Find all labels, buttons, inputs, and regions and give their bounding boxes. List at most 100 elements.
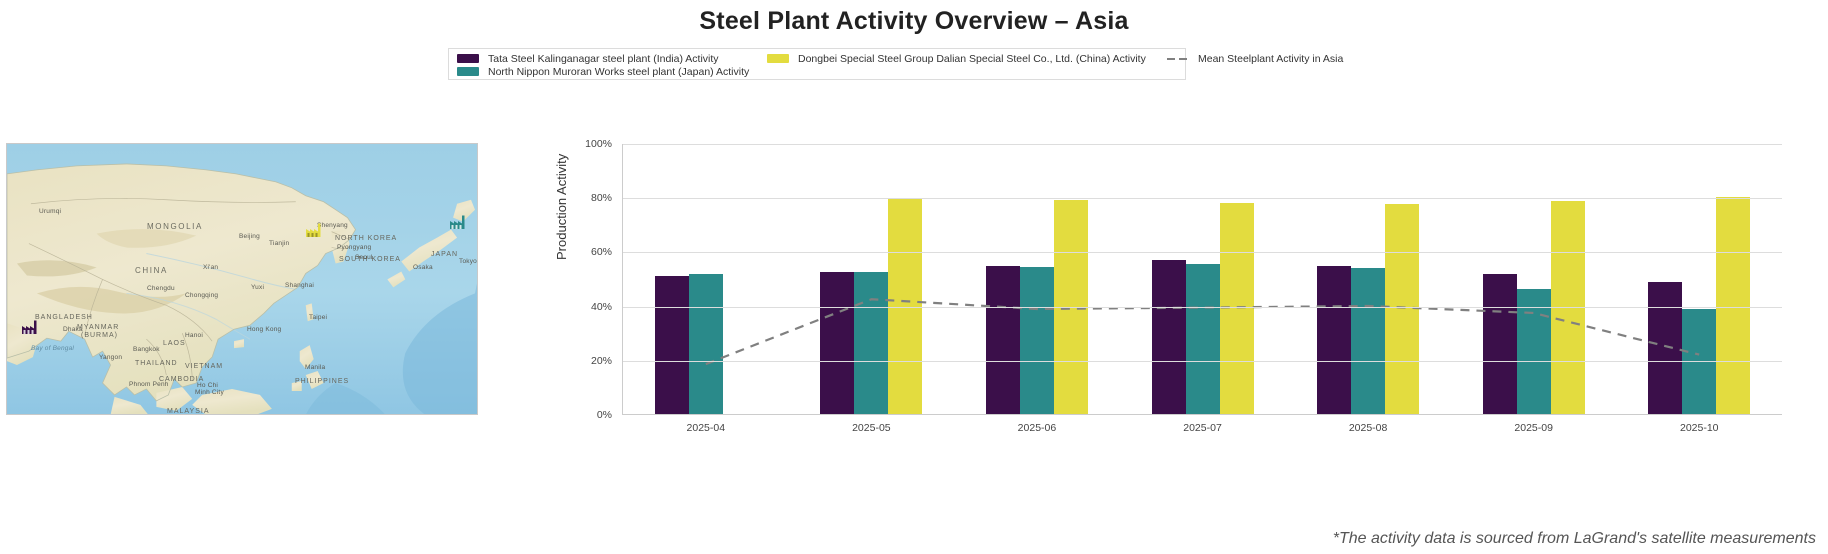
- map-label-cambodia: CAMBODIA: [159, 376, 205, 383]
- bar-set: [1616, 144, 1782, 414]
- legend-item-tata-steel[interactable]: Tata Steel Kalinganagar steel plant (Ind…: [457, 52, 767, 65]
- map-label-bangladesh: BANGLADESH: [35, 314, 93, 321]
- legend-swatch-dongbei: [767, 54, 789, 63]
- factory-icon: [22, 320, 37, 334]
- bar-group: 2025-05: [789, 144, 955, 434]
- gridline: [623, 144, 1782, 145]
- map-marker-north-nippon-muroran[interactable]: [449, 214, 466, 230]
- bar-group: 2025-04: [623, 144, 789, 434]
- map-terrain-graphic: [7, 144, 477, 414]
- y-tick-label: 0%: [596, 409, 612, 421]
- page-title: Steel Plant Activity Overview – Asia: [699, 7, 1129, 35]
- map-city-tokyo: Tokyo: [459, 258, 477, 265]
- map-city-yangon: Yangon: [99, 354, 123, 361]
- y-tick-label: 20%: [590, 354, 612, 367]
- gridline: [623, 306, 1782, 308]
- bar-north[interactable]: [1019, 266, 1054, 414]
- bar-dongbei[interactable]: [888, 197, 923, 414]
- map-city-seoul: Seoul: [355, 254, 373, 261]
- map-city-hanoi: Hanoi: [185, 332, 203, 339]
- bar-set: [789, 144, 955, 414]
- bar-tata[interactable]: [820, 271, 855, 414]
- map-label-china: CHINA: [135, 266, 168, 275]
- y-tick-label: 80%: [590, 192, 612, 205]
- map-city-hong-kong: Hong Kong: [247, 326, 282, 333]
- legend-label-north-nippon: North Nippon Muroran Works steel plant (…: [488, 65, 750, 78]
- legend-label-dongbei: Dongbei Special Steel Group Dalian Speci…: [798, 52, 1146, 65]
- bar-group: 2025-06: [954, 144, 1120, 434]
- chart-legend: Tata Steel Kalinganagar steel plant (Ind…: [448, 48, 1343, 80]
- x-tick-label: 2025-05: [852, 422, 891, 434]
- legend-swatch-tata-steel: [457, 54, 479, 63]
- map-city-phnom-penh: Phnom Penh: [129, 381, 169, 388]
- map-label-north-korea: NORTH KOREA: [335, 235, 398, 242]
- bar-tata[interactable]: [1317, 265, 1352, 414]
- map-sea-bay-of-bengal: Bay of Bengal: [31, 345, 75, 352]
- map-city-pyongyang: Pyongyang: [337, 244, 372, 251]
- map-city-minh-city: Minh City: [195, 389, 224, 396]
- map-label-south-korea: SOUTH KOREA: [339, 256, 401, 263]
- x-tick-label: 2025-10: [1679, 422, 1719, 434]
- legend-item-mean-activity[interactable]: Mean Steelplant Activity in Asia: [1167, 52, 1343, 65]
- legend-item-north-nippon[interactable]: North Nippon Muroran Works steel plant (…: [457, 65, 767, 78]
- map-label-burma: (BURMA): [81, 332, 118, 339]
- legend-item-dongbei[interactable]: Dongbei Special Steel Group Dalian Speci…: [767, 52, 1167, 65]
- map-city-tianjin: Tianjin: [269, 240, 290, 247]
- x-tick-label: 2025-08: [1348, 422, 1388, 434]
- bar-set: [623, 144, 789, 414]
- mean-activity-line: [705, 298, 1700, 366]
- map-marker-tata-steel-kalinganagar[interactable]: [21, 319, 38, 335]
- map-label-thailand: THAILAND: [135, 360, 178, 367]
- bar-set: [954, 144, 1120, 414]
- factory-icon: [450, 215, 465, 229]
- asia-map-panel[interactable]: MONGOLIA CHINA NORTH KOREA SOUTH KOREA J…: [6, 143, 478, 415]
- y-axis-ticks: 0% 20% 40% 60% 80% 100%: [570, 130, 612, 490]
- x-tick-label: 2025-04: [686, 422, 726, 434]
- dashed-line-icon: [1167, 54, 1189, 63]
- map-city-beijing: Beijing: [239, 233, 260, 240]
- x-tick-label: 2025-07: [1183, 422, 1222, 434]
- legend-label-tata-steel: Tata Steel Kalinganagar steel plant (Ind…: [488, 52, 719, 65]
- plot-area: 2025-04 2025-05 2025-06 2025-07 2025-08 2025-…: [622, 144, 1782, 434]
- map-label-vietnam: VIETNAM: [185, 363, 224, 370]
- bar-tata[interactable]: [1151, 260, 1186, 414]
- y-axis-title: Production Activity: [554, 153, 569, 260]
- bar-dongbei[interactable]: [1716, 196, 1751, 414]
- map-label-japan: JAPAN: [431, 251, 459, 258]
- x-tick-label: 2025-09: [1514, 422, 1553, 434]
- activity-bar-chart: Production Activity 0% 20% 40% 60% 80% 100% 2…: [554, 130, 1800, 490]
- footnote: *The activity data is sourced from LaGra…: [1332, 530, 1816, 547]
- y-tick-label: 60%: [590, 246, 612, 259]
- factory-icon: [306, 223, 321, 237]
- gridline: [623, 252, 1782, 254]
- map-city-shanghai: Shanghai: [285, 282, 315, 289]
- map-label-mongolia: MONGOLIA: [147, 222, 203, 231]
- map-label-laos: LAOS: [163, 340, 186, 347]
- bar-tata[interactable]: [985, 265, 1020, 414]
- bar-tata[interactable]: [1648, 281, 1683, 414]
- map-label-myanmar: MYANMAR: [77, 324, 120, 331]
- bar-north[interactable]: [1185, 264, 1220, 414]
- map-city-taipei: Taipei: [309, 314, 328, 321]
- bar-north[interactable]: [1351, 268, 1386, 414]
- bar-set: [1120, 144, 1286, 414]
- gridline: [623, 360, 1782, 362]
- bar-tata[interactable]: [1482, 273, 1517, 414]
- map-city-osaka: Osaka: [413, 264, 433, 271]
- bar-tata[interactable]: [654, 276, 689, 414]
- x-tick-label: 2025-06: [1017, 422, 1057, 434]
- map-city-xian: Xi'an: [203, 264, 219, 271]
- legend-swatch-north-nippon: [457, 67, 479, 76]
- bar-north[interactable]: [854, 271, 889, 414]
- bar-north[interactable]: [688, 273, 723, 414]
- bar-north[interactable]: [1516, 289, 1551, 414]
- map-city-manila: Manila: [305, 364, 326, 371]
- map-city-chengdu: Chengdu: [147, 285, 175, 292]
- bar-dongbei[interactable]: [1219, 203, 1254, 414]
- map-label-malaysia: MALAYSIA: [167, 408, 210, 415]
- map-city-ho-chi: Ho Chi: [197, 382, 219, 389]
- map-marker-dongbei-dalian[interactable]: [305, 222, 322, 238]
- map-city-dhaka: Dhaka: [63, 326, 83, 333]
- gridline: [623, 198, 1782, 200]
- map-city-shenyang: Shenyang: [317, 222, 348, 229]
